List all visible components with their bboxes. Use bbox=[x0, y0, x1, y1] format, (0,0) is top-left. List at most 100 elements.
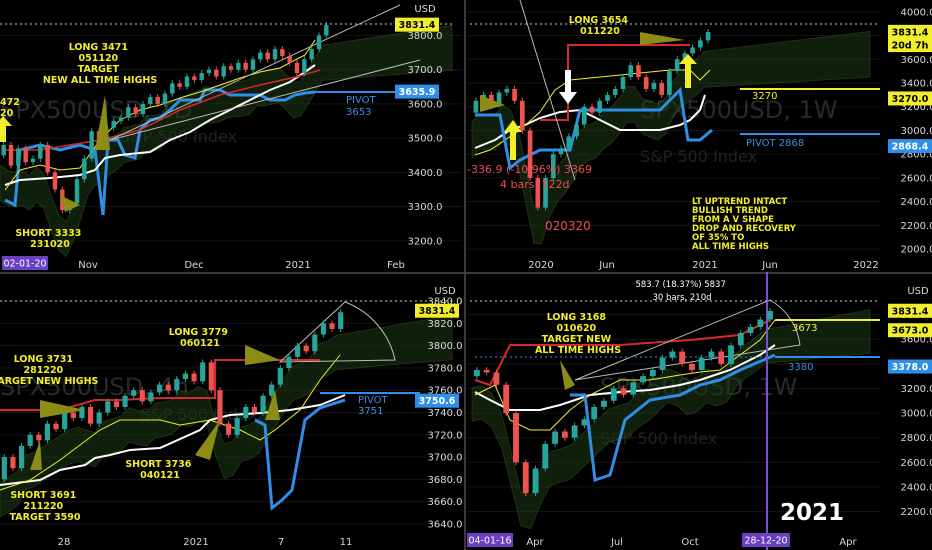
candle bbox=[174, 379, 180, 391]
candle bbox=[312, 334, 318, 352]
bl-white-line bbox=[0, 394, 346, 486]
candle bbox=[243, 62, 248, 70]
price-tag-label: 3831.4 bbox=[399, 20, 436, 31]
y-tick-label: 3600.0 bbox=[901, 335, 932, 346]
candle bbox=[265, 52, 270, 60]
candle bbox=[503, 384, 510, 414]
bl-yellow-line bbox=[0, 354, 341, 491]
x-tick-label: 2021 bbox=[183, 537, 208, 548]
candle bbox=[504, 88, 510, 93]
candle bbox=[698, 357, 705, 370]
candle bbox=[79, 406, 85, 419]
candle bbox=[182, 373, 189, 380]
candle bbox=[591, 406, 598, 420]
price-tag-label: 3270.0 bbox=[892, 94, 929, 105]
x-tick-label: Nov bbox=[78, 260, 98, 271]
price-tag bbox=[888, 359, 932, 374]
bl-blue-line bbox=[254, 398, 346, 511]
candle bbox=[558, 148, 564, 155]
y-tick-label: 3780.0 bbox=[428, 363, 463, 374]
candle bbox=[269, 384, 275, 396]
candle bbox=[320, 323, 327, 335]
candle bbox=[527, 130, 533, 178]
candle bbox=[208, 362, 214, 391]
pivot-3653-label: PIVOT 3653 bbox=[346, 95, 379, 118]
candle bbox=[303, 345, 309, 352]
candle bbox=[473, 100, 479, 113]
y-tick-label: 3700.0 bbox=[428, 453, 463, 464]
candle bbox=[550, 154, 556, 178]
candle bbox=[192, 76, 197, 80]
price-tag-label: 3831.4 bbox=[419, 306, 456, 317]
candle bbox=[309, 49, 314, 60]
candle bbox=[757, 319, 764, 327]
year-label-2021: 2021 bbox=[780, 500, 844, 526]
tl-blue-line bbox=[4, 88, 316, 216]
candle bbox=[184, 76, 190, 87]
candle bbox=[532, 468, 539, 494]
candle bbox=[200, 362, 206, 382]
price-tag bbox=[888, 139, 932, 154]
candle bbox=[8, 144, 14, 166]
y-tick-label: 3660.0 bbox=[428, 497, 463, 508]
candle bbox=[139, 390, 145, 402]
price-tag bbox=[415, 393, 459, 408]
candle bbox=[659, 357, 666, 370]
tl-red-line bbox=[5, 69, 321, 151]
annotation-lt-uptrend: LT UPTREND INTACT BULLISH TREND FROM A V… bbox=[692, 197, 799, 252]
x-tick-label: Dec bbox=[184, 260, 203, 271]
pointer-arrow-icon bbox=[480, 95, 505, 112]
candle bbox=[133, 107, 138, 115]
candle bbox=[324, 25, 329, 36]
y-tick-label: 3800.0 bbox=[428, 341, 463, 352]
candle bbox=[620, 388, 627, 395]
candle bbox=[89, 131, 94, 159]
pointer-arrow-icon bbox=[560, 360, 575, 390]
candle bbox=[747, 326, 754, 334]
candle bbox=[571, 425, 578, 438]
candle bbox=[708, 351, 715, 358]
level-3673-label: 3673 bbox=[792, 323, 817, 334]
price-tag-label: 3750.6 bbox=[419, 396, 456, 407]
arrow-down-icon bbox=[559, 70, 577, 104]
x-tick-label: Apr bbox=[526, 537, 544, 548]
pointer-arrow-icon bbox=[40, 400, 85, 418]
x-tick-label: 2020 bbox=[528, 260, 553, 271]
annotation-long-3654: LONG 3654 011220 bbox=[569, 15, 632, 37]
y-tick-label: 3680.0 bbox=[428, 475, 463, 486]
x-tick-label: 28 bbox=[58, 537, 71, 548]
candle bbox=[669, 351, 676, 358]
candle bbox=[628, 65, 634, 78]
candle bbox=[610, 388, 617, 401]
candle bbox=[728, 345, 734, 364]
y-tick-label: 2400.0 bbox=[901, 197, 932, 208]
date-tag-label: 02-01-20 bbox=[3, 259, 46, 270]
candle bbox=[601, 400, 607, 407]
candle bbox=[162, 93, 168, 104]
candle bbox=[287, 55, 292, 63]
candle bbox=[177, 83, 182, 87]
candle bbox=[44, 423, 51, 441]
candle bbox=[45, 144, 50, 173]
x-tick-label: Jul bbox=[610, 537, 623, 548]
candle bbox=[105, 401, 111, 413]
y-tick-label: 2800.0 bbox=[901, 150, 932, 161]
candle bbox=[473, 370, 480, 377]
candle bbox=[251, 406, 258, 413]
candle bbox=[718, 351, 725, 364]
price-tag-label: 3378.0 bbox=[892, 362, 929, 373]
y-tick-label: 3500.0 bbox=[408, 134, 443, 145]
annotation-short-3333: SHORT 3333 231020 bbox=[15, 228, 84, 250]
arrow-up-icon bbox=[504, 120, 522, 160]
y-tick-label: 3600.0 bbox=[408, 99, 443, 110]
candle bbox=[131, 390, 137, 396]
y-tick-label: 3700.0 bbox=[408, 65, 443, 76]
candle bbox=[589, 106, 595, 113]
candle bbox=[62, 412, 68, 430]
candle bbox=[18, 445, 25, 469]
y-tick-label: 3300.0 bbox=[408, 202, 443, 213]
candle bbox=[566, 136, 572, 149]
tl-yellow-line bbox=[4, 39, 316, 191]
measure-label-bottom-right: 583.7 (18.37%) 5837 30 bars, 210d bbox=[635, 280, 728, 303]
candle bbox=[38, 144, 43, 159]
